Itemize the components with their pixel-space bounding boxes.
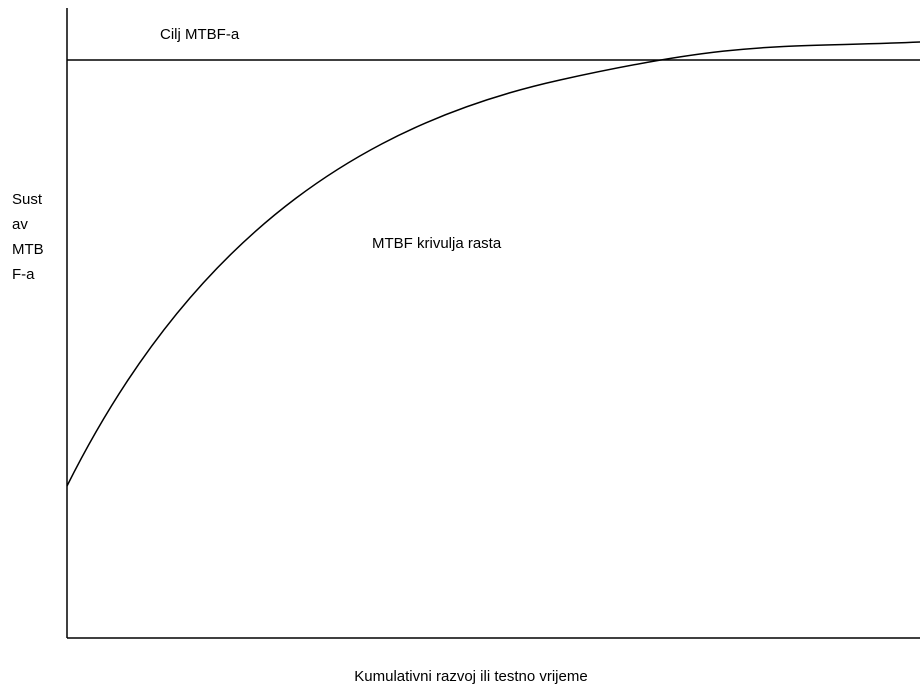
y-axis-label-line-2: av [12, 216, 28, 233]
target-label: Cilj MTBF-a [160, 26, 240, 43]
y-axis-label-line-4: F-a [12, 266, 35, 283]
curve-label: MTBF krivulja rasta [372, 235, 502, 252]
y-axis-label-line-3: MTB [12, 241, 44, 258]
x-axis-label: Kumulativni razvoj ili testno vrijeme [354, 668, 587, 685]
y-axis-label-line-1: Sust [12, 191, 43, 208]
mtbf-growth-curve [66, 41, 920, 487]
y-axis-label: Sust av MTB F-a [12, 191, 44, 283]
